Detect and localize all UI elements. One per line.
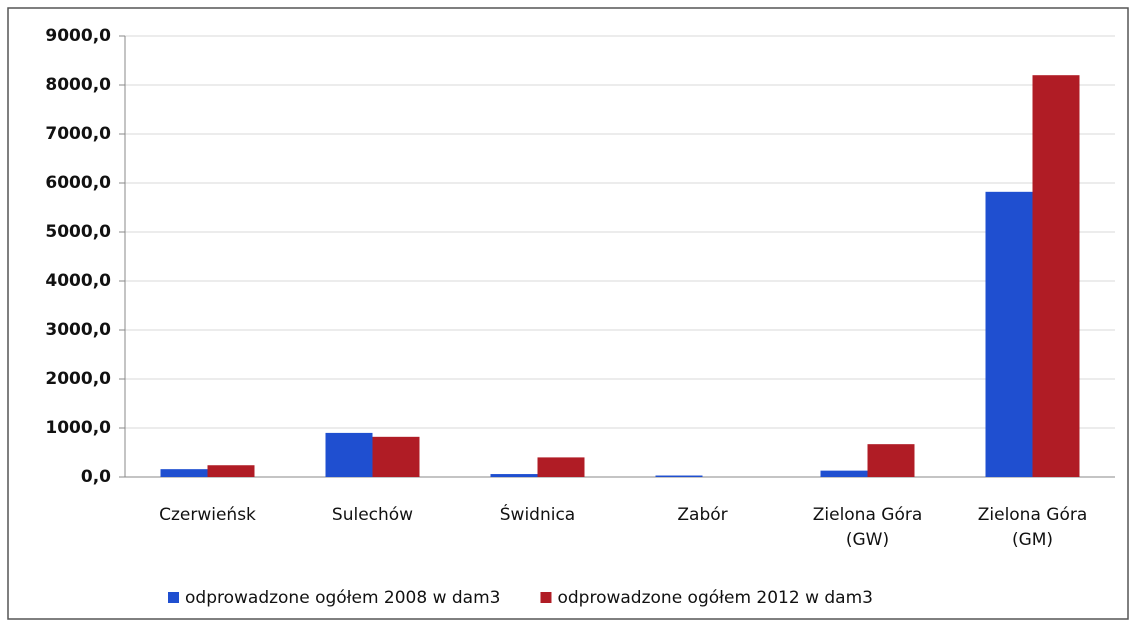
bar — [160, 469, 208, 477]
bar — [985, 191, 1033, 477]
y-tick-label: 7000,0 — [45, 124, 111, 144]
y-tick-label: 0,0 — [81, 467, 111, 487]
legend-swatch — [168, 592, 179, 603]
y-tick-label: 5000,0 — [45, 222, 111, 242]
y-tick-label: 6000,0 — [45, 173, 111, 193]
y-tick-label: 2000,0 — [45, 369, 111, 389]
bar — [537, 457, 585, 477]
y-tick-label: 4000,0 — [45, 271, 111, 291]
legend-swatch — [540, 592, 552, 603]
legend-label: odprowadzone ogółem 2008 w dam3 — [185, 588, 500, 608]
x-tick-label: Świdnica — [500, 503, 575, 525]
bar — [820, 470, 868, 477]
y-tick-label: 8000,0 — [45, 75, 111, 95]
legend-label: odprowadzone ogółem 2012 w dam3 — [557, 588, 872, 608]
x-tick-label: Sulechów — [332, 505, 413, 525]
bar — [207, 465, 255, 477]
x-tick-label: Zielona Góra (GM) — [978, 505, 1088, 550]
x-tick-label: Czerwieńsk — [159, 505, 256, 525]
x-tick-label: Zabór — [677, 505, 727, 525]
bar — [655, 475, 703, 477]
bar — [867, 444, 915, 477]
y-tick-label: 3000,0 — [45, 320, 111, 340]
bar — [372, 436, 420, 477]
bar — [490, 474, 538, 477]
y-tick-label: 1000,0 — [45, 418, 111, 438]
chart-border — [7, 7, 1129, 620]
bar — [325, 432, 373, 477]
y-tick-label: 9000,0 — [45, 26, 111, 46]
x-tick-label: Zielona Góra (GW) — [813, 505, 923, 550]
bar — [1032, 75, 1080, 477]
